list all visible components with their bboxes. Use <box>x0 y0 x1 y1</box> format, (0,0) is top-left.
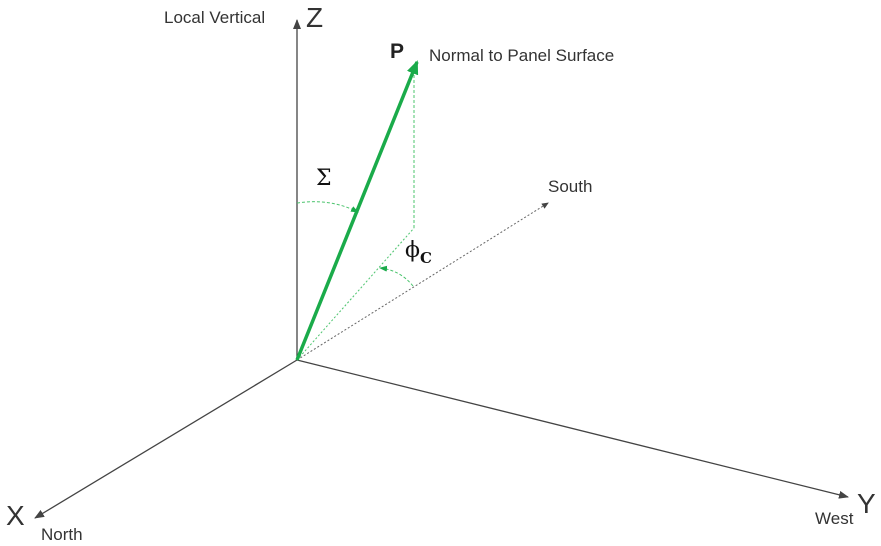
panel-normal-vector <box>295 60 419 361</box>
p-vector-label: P <box>390 40 405 63</box>
south-label: South <box>548 177 593 196</box>
west-label: West <box>815 509 854 528</box>
y-axis-label: Y <box>857 488 876 519</box>
phi-angle-arc <box>379 265 414 287</box>
x-axis-line <box>34 359 298 519</box>
sigma-symbol: Σ <box>316 166 332 191</box>
sigma-angle-arc <box>296 201 359 213</box>
phi-subscript: C <box>420 249 432 267</box>
south-direction-line <box>296 202 549 361</box>
z-axis-label: Z <box>306 2 324 33</box>
x-axis-label: X <box>6 500 25 531</box>
phi-char: ϕ <box>405 238 420 263</box>
projection-ground-line <box>296 227 415 361</box>
normal-label: Normal to Panel Surface <box>429 46 615 65</box>
north-label: North <box>41 525 83 544</box>
y-axis-line <box>296 359 849 499</box>
phi-symbol: ϕC <box>405 238 432 267</box>
local-vertical-label: Local Vertical <box>164 8 266 27</box>
